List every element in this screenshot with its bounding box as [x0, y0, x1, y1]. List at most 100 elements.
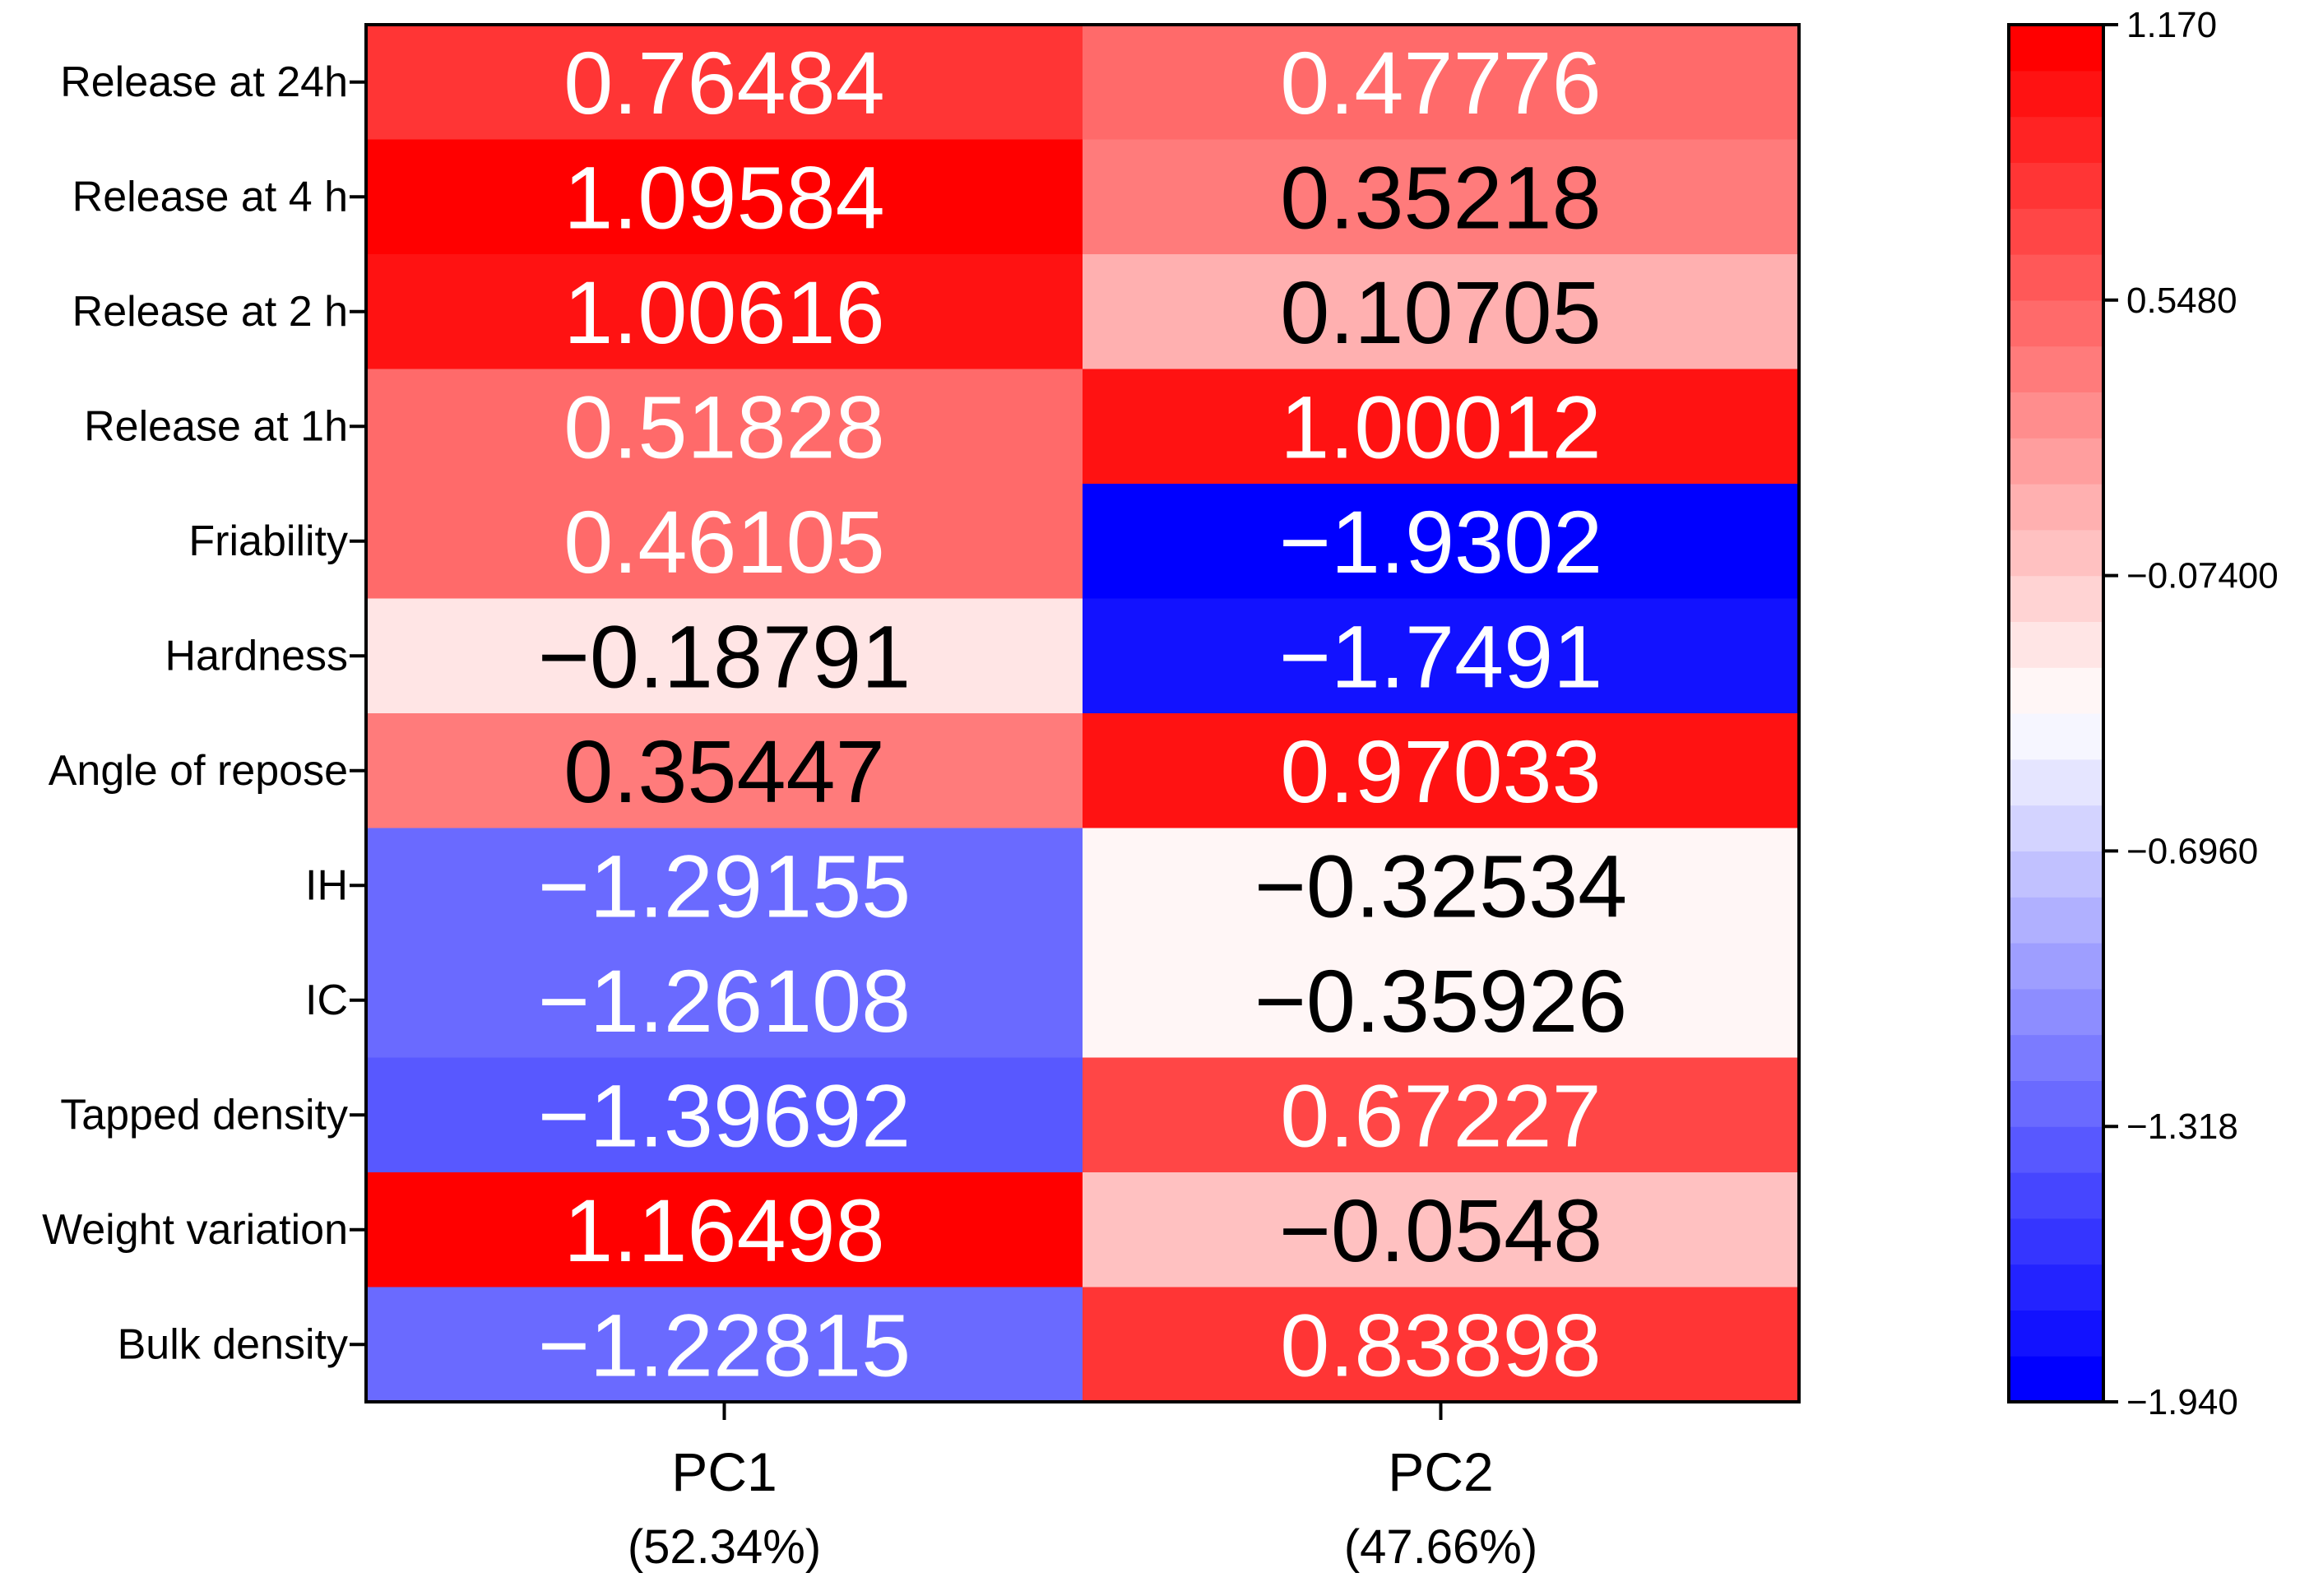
heatmap-cell — [1083, 369, 1800, 485]
row-label: IC — [305, 977, 348, 1024]
colorbar-band — [2009, 484, 2103, 531]
heatmap-cell — [1083, 943, 1800, 1058]
row-label: Release at 2 h — [72, 288, 348, 336]
colorbar-band — [2009, 438, 2103, 485]
row-label: Release at 1h — [84, 402, 348, 450]
heatmap-cell — [1083, 1172, 1800, 1287]
colorbar-band — [2009, 70, 2103, 118]
colorbar-band — [2009, 805, 2103, 851]
heatmap-cell — [366, 1057, 1083, 1173]
colorbar-band — [2009, 116, 2103, 163]
row-labels: Release at 24h Release at 4 h Release at 2… — [42, 58, 366, 1368]
heatmap-cell-labels: 0.76484 0.47776 1.09584 0.35218 1.00616 0.107… — [538, 33, 1627, 1395]
heatmap-cell — [366, 1172, 1083, 1287]
heatmap-cell — [1083, 1287, 1800, 1403]
heatmap-cell-value: −0.35926 — [1254, 951, 1627, 1051]
heatmap-cell — [366, 369, 1083, 485]
colorbar-tick-label: 1.170 — [2126, 5, 2217, 45]
heatmap-cell-value: −0.32534 — [1254, 836, 1627, 935]
heatmap-cell-value: −1.7491 — [1279, 606, 1602, 706]
row-label: Angle of repose — [49, 747, 348, 795]
colorbar-band — [2009, 943, 2103, 990]
heatmap-cell — [1083, 139, 1800, 255]
colorbar-band — [2009, 392, 2103, 438]
colorbar-band — [2009, 851, 2103, 898]
row-label: Weight variation — [42, 1206, 348, 1254]
heatmap-cell-value: 1.09584 — [563, 147, 884, 247]
heatmap-cell-value: 0.35218 — [1280, 147, 1601, 247]
colorbar-frame — [2007, 23, 2105, 1403]
heatmap-cell — [366, 828, 1083, 944]
row-label: Tapped density — [60, 1091, 348, 1139]
heatmap-cell — [1083, 25, 1800, 140]
colorbar-band — [2009, 759, 2103, 806]
heatmap-cell-value: −0.0548 — [1279, 1181, 1602, 1280]
heatmap-cell-value: 0.46105 — [563, 492, 884, 592]
heatmap-cells — [364, 23, 1801, 1403]
heatmap-cell — [1083, 484, 1800, 599]
column-sublabel: (52.34%) — [628, 1520, 821, 1574]
colorbar-band — [2009, 1034, 2103, 1081]
heatmap-cell-value: 0.76484 — [563, 33, 884, 132]
row-label: Friability — [188, 517, 348, 565]
heatmap-cell-value: 1.00616 — [563, 262, 884, 362]
colorbar-tick-label: −0.07400 — [2126, 556, 2279, 596]
colorbar-band — [2009, 299, 2103, 347]
row-label: Release at 4 h — [72, 173, 348, 220]
heatmap-cell — [366, 943, 1083, 1058]
heatmap-cell — [366, 713, 1083, 828]
heatmap-cell — [1083, 713, 1800, 828]
heatmap-cell — [1083, 598, 1800, 714]
column-labels: PC1 (52.34%) PC2 (47.66%) — [628, 1402, 1537, 1574]
colorbar-band — [2009, 346, 2103, 392]
colorbar-band — [2009, 25, 2103, 72]
heatmap-cell-value: 0.67227 — [1280, 1065, 1601, 1165]
colorbar-band — [2009, 1218, 2103, 1265]
colorbar-band — [2009, 897, 2103, 944]
colorbar: 1.170 0.5480 −0.07400 −0.6960 −1.318 −1.940 — [2007, 5, 2279, 1422]
row-label: Bulk density — [118, 1320, 348, 1368]
column-label: PC2 — [1388, 1441, 1493, 1502]
heatmap-cell — [1083, 254, 1800, 369]
colorbar-band — [2009, 575, 2103, 622]
heatmap-cell-value: −1.9302 — [1279, 492, 1602, 592]
heatmap-cell — [366, 1287, 1083, 1403]
heatmap-cell-value: 1.00012 — [1280, 377, 1601, 476]
row-label: Hardness — [165, 632, 348, 680]
heatmap-cell — [366, 484, 1083, 599]
colorbar-band — [2009, 1264, 2103, 1311]
row-label: Release at 24h — [60, 58, 348, 106]
colorbar-band — [2009, 1080, 2103, 1127]
heatmap-cell-value: −0.18791 — [538, 606, 911, 706]
colorbar-band — [2009, 1126, 2103, 1173]
colorbar-band — [2009, 1356, 2103, 1403]
heatmap-cell-value: −1.29155 — [538, 836, 911, 935]
heatmap-cell-value: 0.51828 — [563, 377, 884, 476]
colorbar-band — [2009, 1172, 2103, 1219]
heatmap-cell — [1083, 1057, 1800, 1173]
heatmap-cell-value: 0.35447 — [563, 721, 884, 821]
heatmap-cell — [366, 598, 1083, 714]
colorbar-band — [2009, 1310, 2103, 1357]
heatmap-cell — [366, 139, 1083, 255]
colorbar-tick-label: −1.940 — [2126, 1382, 2238, 1422]
heatmap-cell-value: 0.47776 — [1280, 33, 1601, 132]
colorbar-band — [2009, 713, 2103, 760]
heatmap-cell-value: 0.97033 — [1280, 721, 1601, 821]
heatmap-cell-value: 0.10705 — [1280, 262, 1601, 362]
colorbar-band — [2009, 208, 2103, 255]
heatmap-cell — [1083, 828, 1800, 944]
heatmap-cell-value: 1.16498 — [563, 1181, 884, 1280]
heatmap-cell-value: −1.39692 — [538, 1065, 911, 1165]
heatmap-cell-value: −1.22815 — [538, 1295, 911, 1394]
heatmap-cell-value: 0.83898 — [1280, 1295, 1601, 1394]
heatmap-cell — [366, 25, 1083, 140]
colorbar-band — [2009, 254, 2103, 301]
colorbar-band — [2009, 529, 2103, 577]
column-label: PC1 — [671, 1441, 777, 1502]
colorbar-band — [2009, 988, 2103, 1036]
heatmap-cell-value: −1.26108 — [538, 951, 911, 1051]
column-sublabel: (47.66%) — [1344, 1520, 1537, 1574]
